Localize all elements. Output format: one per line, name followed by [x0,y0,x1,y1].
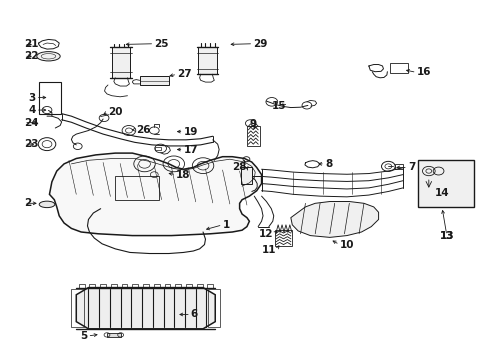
Bar [207,289,220,327]
Text: 22: 22 [24,51,39,61]
Text: 14: 14 [434,188,448,198]
Bar [71,289,83,327]
Bar [196,284,202,288]
Bar [143,284,149,288]
Bar [89,284,95,288]
Text: 4: 4 [28,105,36,115]
Ellipse shape [37,51,60,61]
Text: 6: 6 [190,310,198,319]
Text: 28: 28 [232,162,246,172]
Polygon shape [49,153,261,235]
Text: 7: 7 [407,162,414,172]
Bar [155,147,160,150]
Text: 8: 8 [325,159,331,169]
Text: 11: 11 [261,245,276,255]
Text: 5: 5 [80,331,87,341]
Bar [240,167,252,184]
Bar [154,284,159,288]
Polygon shape [76,288,215,329]
Bar [122,284,127,288]
Text: 23: 23 [24,139,39,149]
Text: 2: 2 [24,198,31,208]
Text: 18: 18 [176,170,190,180]
Text: 10: 10 [339,239,353,249]
Bar [417,160,473,207]
Text: 26: 26 [136,125,150,135]
Text: 9: 9 [249,120,256,129]
Text: 13: 13 [439,231,453,240]
Bar [111,284,117,288]
Text: 16: 16 [416,67,430,77]
Bar [164,284,170,288]
Bar [207,284,213,288]
Text: 17: 17 [183,144,198,154]
Bar [140,76,168,85]
Bar [79,284,84,288]
Bar [107,333,121,337]
Bar [198,47,216,74]
Text: 12: 12 [259,229,273,239]
Bar [112,47,130,78]
Ellipse shape [39,201,55,208]
Text: 1: 1 [222,220,229,230]
Bar [389,63,407,73]
Bar [115,176,159,200]
Bar [275,230,292,246]
Text: 15: 15 [271,102,285,112]
Bar [175,284,181,288]
Text: 19: 19 [183,127,198,136]
Bar [132,284,138,288]
Text: 3: 3 [28,93,36,103]
Polygon shape [290,202,378,237]
Bar [39,82,61,114]
Text: 13: 13 [439,231,453,240]
Text: 21: 21 [24,40,39,49]
Bar [185,284,191,288]
Bar [394,163,403,169]
Bar [246,126,259,146]
Text: 27: 27 [177,69,191,79]
Text: 24: 24 [24,118,39,128]
Text: 20: 20 [108,107,122,117]
Bar [100,284,106,288]
Text: 25: 25 [154,39,168,49]
Text: 29: 29 [253,39,267,49]
